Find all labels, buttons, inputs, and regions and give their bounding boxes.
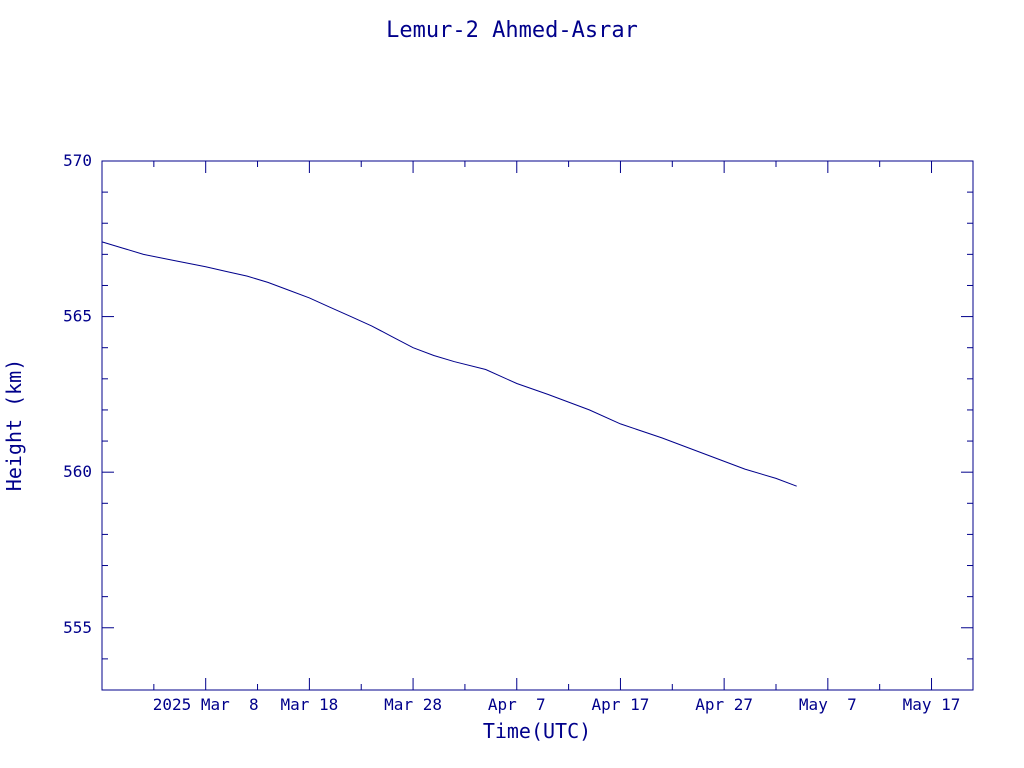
y-tick-label: 555 <box>63 618 92 637</box>
y-axis-label: Height (km) <box>2 359 26 491</box>
y-tick-label: 565 <box>63 307 92 326</box>
axis-ticks <box>102 160 973 690</box>
x-tick-label: May 17 <box>903 695 961 714</box>
x-axis-label: Time(UTC) <box>483 719 591 743</box>
axis-tick-labels: 2025 Mar 8 Mar 18 Mar 28 Apr 7 Apr 17 Apr 27 M… <box>63 151 960 714</box>
x-tick-label: 2025 Mar 8 <box>153 695 259 714</box>
x-tick-label: Apr 7 <box>488 695 546 714</box>
height-series-line <box>101 241 797 487</box>
x-tick-label: Apr 17 <box>592 695 650 714</box>
x-tick-label: Apr 27 <box>695 695 753 714</box>
x-tick-label: Mar 18 <box>280 695 338 714</box>
chart-title: Lemur-2 Ahmed-Asrar <box>386 18 638 43</box>
x-tick-label: Mar 28 <box>384 695 442 714</box>
plot-frame <box>101 160 974 691</box>
y-tick-label: 570 <box>63 151 92 170</box>
x-tick-label: May 7 <box>799 695 857 714</box>
series-layer <box>101 241 797 487</box>
y-tick-label: 560 <box>63 462 92 481</box>
